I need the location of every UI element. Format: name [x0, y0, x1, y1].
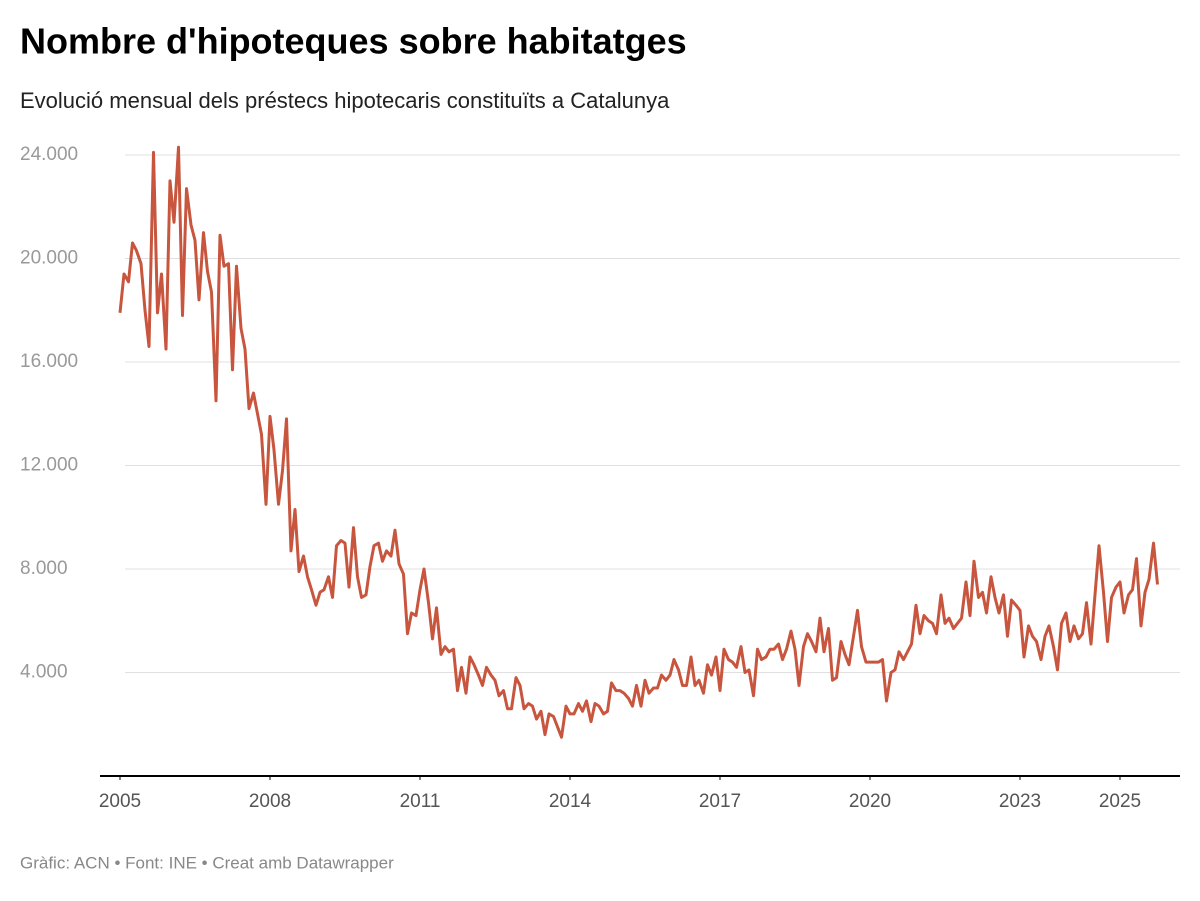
data-line — [118, 145, 1159, 739]
y-tick-label: 4.000 — [20, 662, 68, 683]
x-tick-label: 2017 — [699, 791, 741, 812]
y-tick-label: 16.000 — [20, 351, 78, 372]
chart-subtitle: Evolució mensual dels préstecs hipotecar… — [20, 88, 670, 113]
x-tick-label: 2005 — [99, 791, 141, 812]
x-tick-label: 2025 — [1099, 791, 1141, 812]
y-tick-label: 24.000 — [20, 144, 78, 165]
x-tick-label: 2020 — [849, 791, 891, 812]
source-note: Gràfic: ACN • Font: INE • Creat amb Data… — [20, 853, 394, 872]
x-tick-label: 2008 — [249, 791, 291, 812]
x-tick-label: 2014 — [549, 791, 592, 812]
y-tick-label: 12.000 — [20, 455, 78, 476]
x-tick-label: 2011 — [400, 791, 441, 812]
y-tick-label: 20.000 — [20, 248, 78, 269]
y-tick-label: 8.000 — [20, 558, 68, 579]
x-tick-label: 2023 — [999, 791, 1041, 812]
chart-title: Nombre d'hipoteques sobre habitatges — [20, 21, 687, 62]
